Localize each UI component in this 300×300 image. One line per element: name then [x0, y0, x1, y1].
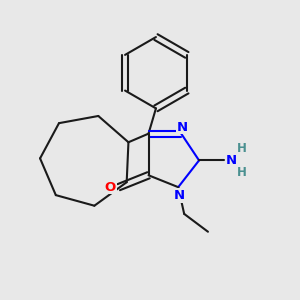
Text: O: O [105, 181, 116, 194]
Text: N: N [177, 121, 188, 134]
Text: H: H [237, 142, 247, 155]
Text: N: N [174, 189, 185, 202]
Text: N: N [226, 154, 237, 167]
Text: H: H [237, 166, 247, 179]
